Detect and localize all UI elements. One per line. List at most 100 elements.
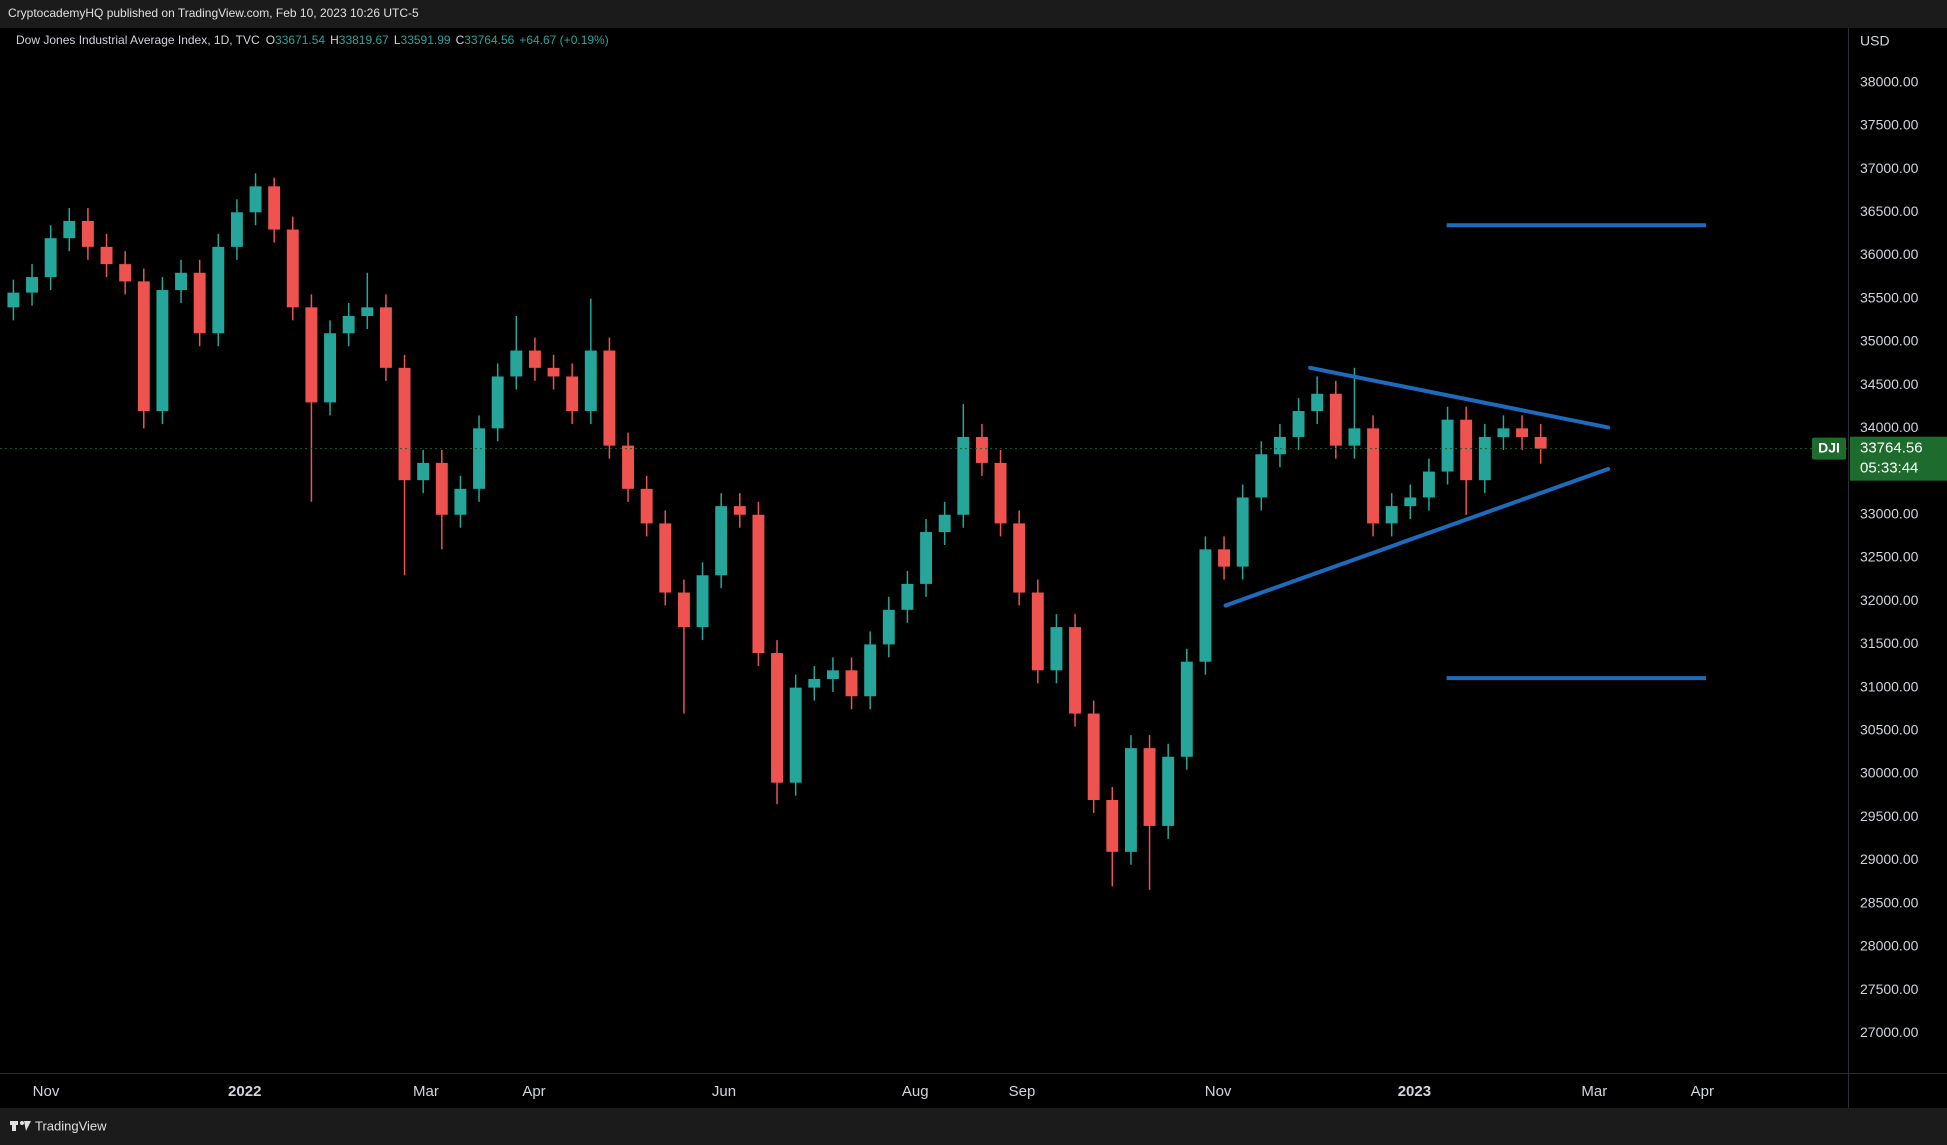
candle-body [1273, 436, 1286, 455]
candle-body [473, 428, 486, 489]
candle-body [584, 350, 597, 412]
candle-body [826, 670, 839, 679]
candle-body [1441, 419, 1454, 472]
candle-body [1460, 419, 1473, 481]
x-tick-label: 2022 [228, 1083, 261, 1100]
y-tick-label: 27500.00 [1860, 981, 1919, 997]
publisher: CryptocademyHQ published on TradingView.… [8, 6, 419, 20]
x-tick-label: Apr [1691, 1083, 1714, 1100]
y-tick-label: 31000.00 [1860, 678, 1919, 694]
candle-body [1050, 627, 1063, 671]
candle-body [230, 212, 243, 247]
legend-text: Dow Jones Industrial Average Index, 1D, … [16, 33, 609, 47]
y-tick-label: 29500.00 [1860, 808, 1919, 824]
candle-body [435, 462, 448, 515]
trend-line [1308, 365, 1611, 430]
candle-body [1497, 428, 1510, 437]
candle-body [603, 350, 616, 446]
y-tick-label: 34500.00 [1860, 376, 1919, 392]
change: +64.67 (+0.19%) [519, 33, 608, 47]
y-tick-label: 30500.00 [1860, 722, 1919, 738]
y-tick-label: 35000.00 [1860, 333, 1919, 349]
y-tick-label: 35500.00 [1860, 289, 1919, 305]
candle-body [1124, 748, 1137, 852]
candle-body [398, 367, 411, 481]
candle-body [789, 687, 802, 783]
y-tick-label: 31500.00 [1860, 635, 1919, 651]
candle-body [1385, 506, 1398, 524]
candle-body [212, 246, 225, 334]
candle-body [175, 272, 187, 291]
y-tick-label: 28500.00 [1860, 894, 1919, 910]
x-tick-label: Nov [1205, 1083, 1232, 1100]
y-tick-label: 32000.00 [1860, 592, 1919, 608]
candle-body [286, 229, 299, 308]
y-tick-label: 36500.00 [1860, 203, 1919, 219]
candle-body [1087, 713, 1100, 800]
candle-body [1236, 497, 1249, 567]
candle-body [1404, 497, 1417, 507]
candle-body [640, 488, 653, 524]
candle-body [417, 462, 430, 481]
candle-body [677, 592, 690, 628]
candle-body [733, 506, 746, 515]
candle-body [1422, 471, 1435, 498]
candle-body [715, 506, 728, 576]
top-bar [0, 0, 1947, 28]
candle-body [305, 307, 318, 403]
candle-body [957, 436, 970, 515]
candle-body [1367, 428, 1380, 524]
candle-body [901, 583, 914, 610]
ohlc-value: 33591.99 [401, 33, 451, 47]
y-tick-label: 34000.00 [1860, 419, 1919, 435]
candle-body [156, 290, 169, 412]
price-badge [1850, 436, 1947, 481]
ohlc-value: 33819.67 [339, 33, 389, 47]
candle-body [137, 281, 150, 412]
candle-body [100, 246, 113, 265]
candle-body [1069, 627, 1082, 714]
candle-body [63, 220, 76, 239]
candle-body [975, 436, 988, 463]
candle-body [1348, 428, 1361, 446]
ohlc-value: 33764.56 [464, 33, 514, 47]
candle-body [1292, 411, 1305, 437]
candle-body [1478, 436, 1491, 481]
x-tick-label: Mar [413, 1083, 439, 1100]
tv-logo [10, 1121, 31, 1131]
candle-body [845, 670, 858, 697]
candle-body [659, 523, 672, 593]
candle-body [81, 220, 94, 247]
countdown: 05:33:44 [1860, 460, 1918, 477]
candle-body [1255, 454, 1268, 498]
candle-body [249, 186, 262, 213]
legend-title: Dow Jones Industrial Average Index, 1D, … [16, 33, 260, 47]
candle-body [324, 333, 336, 403]
y-tick-label: 36000.00 [1860, 246, 1919, 262]
candle-body [7, 292, 20, 308]
candle-body [1106, 799, 1119, 852]
ohlc-key: C [456, 33, 465, 47]
candle-body [696, 575, 709, 628]
y-tick-label: 38000.00 [1860, 73, 1919, 89]
x-tick-label: Aug [902, 1083, 929, 1100]
x-tick-label: Apr [522, 1083, 545, 1100]
candle-body [528, 350, 541, 368]
chart-background [0, 28, 1947, 1108]
x-tick-label: Sep [1009, 1083, 1036, 1100]
candle-body [566, 376, 579, 412]
candle-body [771, 653, 784, 783]
candle-body [622, 445, 635, 489]
candle-body [1329, 393, 1342, 446]
last-price-label: 33764.56 [1860, 440, 1923, 457]
y-tick-label: 32500.00 [1860, 549, 1919, 565]
candle-body [342, 315, 355, 334]
y-tick-label: 30000.00 [1860, 765, 1919, 781]
candles [7, 173, 1547, 890]
candle-body [1162, 756, 1175, 826]
candle-body [44, 238, 57, 278]
y-tick-label: 28000.00 [1860, 938, 1919, 954]
x-tick-label: Jun [712, 1083, 736, 1100]
